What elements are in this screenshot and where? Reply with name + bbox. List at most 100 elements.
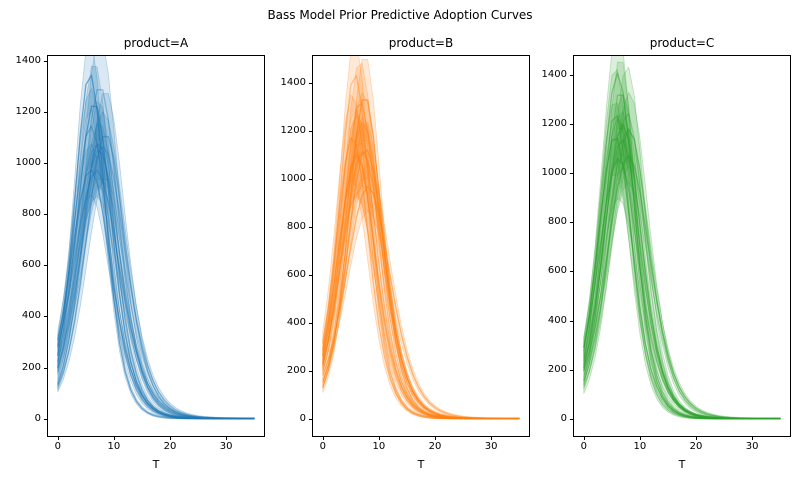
x-tick-label: 10 — [372, 441, 386, 452]
y-tick-label: 1200 — [541, 117, 567, 129]
adoption-curve — [57, 88, 255, 420]
y-tick-label: 0 — [299, 412, 306, 424]
curve-band — [583, 68, 781, 420]
x-tick-label: 30 — [745, 441, 759, 452]
subplot-title: product=A — [123, 36, 189, 50]
x-tick-label: 30 — [484, 441, 498, 452]
y-tick-mark — [570, 271, 574, 273]
y-tick-mark — [44, 367, 48, 369]
y-tick-label: 1400 — [280, 76, 306, 88]
curve-band — [322, 58, 520, 420]
x-tick-label: 20 — [428, 441, 442, 452]
curve-band — [583, 110, 781, 420]
y-tick-label: 200 — [21, 361, 41, 373]
y-tick-mark — [44, 265, 48, 267]
x-tick-label: 20 — [163, 441, 177, 452]
plot-area — [57, 56, 255, 420]
y-tick-mark — [570, 418, 574, 420]
y-tick-label: 800 — [21, 208, 41, 219]
adoption-curve — [322, 99, 520, 420]
y-tick-mark — [570, 222, 574, 224]
y-tick-label: 1000 — [541, 167, 567, 178]
y-tick-label: 1000 — [280, 172, 306, 184]
curve-band — [322, 93, 520, 420]
y-tick-label: 1000 — [15, 156, 41, 168]
curve-band — [322, 110, 520, 420]
adoption-curve — [583, 138, 781, 420]
curve-band — [322, 121, 520, 420]
curve-band — [322, 114, 520, 420]
x-tick-label: 30 — [219, 441, 233, 452]
y-tick-label: 200 — [286, 364, 306, 376]
panel-product-a: product=A T 0 10 20 30 0 200 400 600 800 1000 1200… — [16, 36, 265, 471]
figure-title: Bass Model Prior Predictive Adoption Cur… — [267, 8, 533, 22]
y-tick-label: 400 — [21, 310, 41, 322]
x-tick-label: 0 — [54, 441, 61, 452]
y-tick-mark — [309, 178, 313, 180]
x-tick-mark — [752, 436, 754, 440]
curve-band — [583, 56, 781, 420]
curve-band — [322, 56, 520, 420]
panel-product-c: product=C T 0 10 20 30 0 200 400 600 800 1000 1200… — [542, 36, 791, 471]
y-tick-label: 400 — [547, 314, 567, 326]
x-tick-mark — [435, 436, 436, 440]
x-tick-mark — [322, 436, 324, 440]
panel-product-b: product=B T 0 10 20 30 0 200 400 600 800 1000 1200… — [281, 36, 530, 471]
y-tick-label: 1400 — [541, 68, 567, 80]
subplot-title: product=C — [649, 36, 715, 50]
curve-band — [583, 102, 781, 420]
curve-band — [583, 61, 781, 420]
y-tick-mark — [309, 418, 313, 420]
adoption-curve — [322, 122, 520, 420]
y-tick-mark — [570, 74, 574, 76]
x-tick-mark — [378, 436, 380, 440]
y-tick-mark — [44, 60, 48, 62]
x-tick-label: 10 — [107, 441, 121, 452]
y-tick-mark — [44, 162, 48, 164]
x-tick-mark — [696, 436, 697, 440]
y-tick-mark — [44, 316, 48, 318]
y-tick-label: 600 — [286, 268, 306, 280]
curve-band — [583, 117, 781, 420]
y-tick-label: 800 — [286, 220, 306, 232]
curve-band — [583, 91, 781, 420]
y-tick-mark — [309, 130, 313, 132]
adoption-curve — [57, 169, 255, 420]
curve-band — [322, 91, 520, 420]
adoption-curve — [57, 105, 255, 420]
curve-band — [583, 127, 781, 420]
y-tick-label: 1400 — [15, 54, 41, 66]
y-tick-label: 400 — [286, 316, 306, 328]
y-tick-mark — [44, 111, 48, 113]
y-tick-mark — [309, 370, 313, 372]
x-axis-label: T — [152, 458, 160, 471]
y-tick-label: 1200 — [15, 105, 41, 117]
curve-band — [583, 65, 781, 420]
x-tick-label: 0 — [580, 441, 587, 452]
adoption-curve — [583, 112, 781, 420]
x-tick-label: 10 — [633, 441, 647, 452]
y-tick-mark — [570, 369, 574, 371]
x-tick-mark — [583, 436, 585, 440]
x-tick-mark — [226, 436, 228, 440]
x-tick-mark — [57, 436, 59, 440]
y-tick-label: 600 — [547, 265, 567, 277]
y-tick-label: 0 — [560, 412, 567, 424]
curve-band — [583, 92, 781, 420]
y-tick-label: 0 — [34, 412, 41, 424]
y-tick-mark — [309, 322, 313, 324]
plot-area — [322, 56, 520, 420]
x-tick-mark — [170, 436, 171, 440]
y-tick-mark — [309, 82, 313, 84]
adoption-curve — [322, 151, 520, 420]
y-tick-label: 1200 — [280, 124, 306, 136]
curve-band — [57, 144, 255, 420]
y-tick-mark — [309, 226, 313, 228]
subplot-title: product=B — [388, 36, 454, 50]
y-tick-label: 600 — [21, 259, 41, 271]
adoption-curve — [583, 139, 781, 420]
y-tick-mark — [44, 418, 48, 420]
y-tick-mark — [570, 123, 574, 125]
x-tick-mark — [113, 436, 115, 440]
